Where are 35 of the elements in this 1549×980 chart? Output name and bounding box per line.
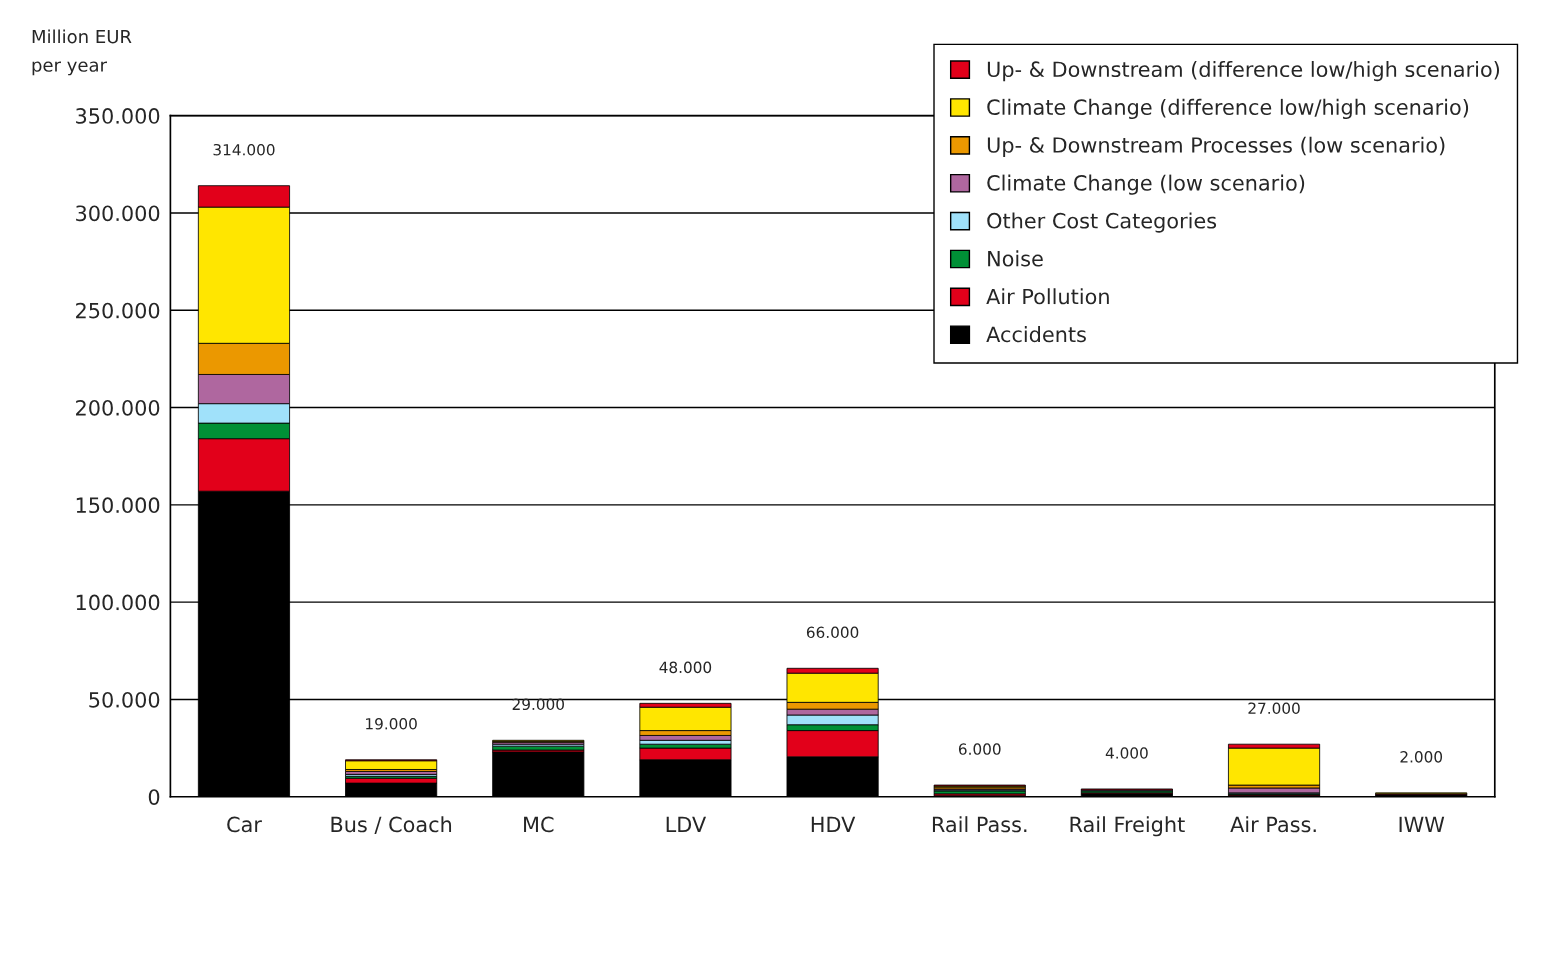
total-label: 6.000 (958, 743, 1001, 755)
x-tick-label: Bus / Coach (331, 816, 452, 834)
x-tick-label: Air Pass. (1230, 816, 1316, 833)
legend-label: Accidents (986, 326, 1086, 343)
x-tick-label: LDV (666, 816, 707, 833)
y-tick-label: 0 (148, 789, 160, 805)
y-axis-title: Million EUR per year (32, 29, 132, 76)
total-label: 314.000 (213, 143, 275, 156)
x-tick-label: IWW (1399, 816, 1445, 833)
total-label: 48.000 (659, 661, 712, 674)
y-tick-label: 50.000 (89, 691, 160, 708)
x-tick-label: Rail Pass. (932, 816, 1027, 833)
legend-label: Noise (988, 250, 1043, 267)
y-tick-label: 200.000 (76, 399, 160, 416)
legend-label: Other Cost Categories (987, 212, 1217, 233)
legend-label: Climate Change (difference low/high scenario) (987, 98, 1469, 120)
legend-label: Up- & Downstream (difference low/high scenario) (987, 60, 1500, 82)
legend-label: Up- & Downstream Processes (low scenario) (987, 136, 1445, 157)
x-tick-label: Rail Freight (1070, 816, 1185, 837)
legend-label: Air Pollution (986, 288, 1109, 305)
total-label: 19.000 (366, 718, 417, 730)
total-label: 4.000 (1105, 747, 1148, 759)
total-label: 66.000 (806, 626, 859, 639)
y-tick-label: 100.000 (76, 594, 160, 611)
x-tick-label: Car (227, 816, 262, 833)
y-tick-label: 150.000 (76, 497, 160, 514)
y-tick-label: 300.000 (76, 205, 160, 222)
y-tick-label: 250.000 (76, 302, 160, 319)
total-label: 27.000 (1248, 702, 1300, 714)
x-tick-label: MC (524, 816, 554, 833)
total-label: 2.000 (1400, 751, 1443, 763)
legend-label: Climate Change (low scenario) (987, 174, 1305, 195)
total-label: 29.000 (512, 698, 564, 711)
y-tick-label: 350.000 (76, 108, 160, 124)
x-tick-label: HDV (811, 816, 856, 833)
